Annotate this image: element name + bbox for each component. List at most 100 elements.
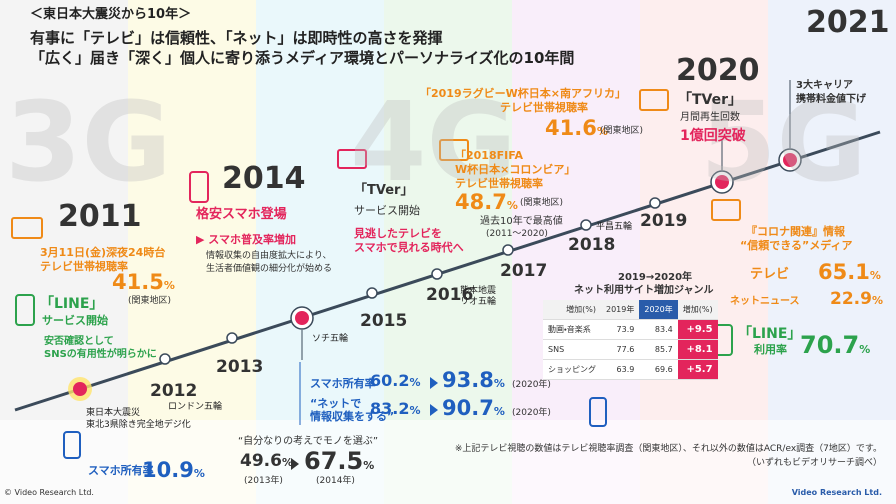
callout-line: W杯日本×コロンビア」 (455, 163, 576, 176)
value-group: 41.5% (112, 270, 175, 294)
header-cell: 2019年 (601, 300, 640, 320)
value-group: 49.6% (240, 451, 293, 472)
callout-line: 「2018FIFA (455, 149, 523, 162)
value: 70.7 (800, 331, 860, 359)
label: ネットニュース (730, 296, 800, 307)
kicker: ＜東日本大震災から10年＞ (30, 7, 192, 22)
callout-line: 情報収集の自由度拡大により、 (206, 251, 332, 261)
generation: 3G (5, 78, 172, 206)
value: 22.9 (830, 289, 872, 309)
year: 2019 (640, 211, 688, 231)
unit: % (281, 456, 293, 469)
event: 熊本地震 (460, 286, 497, 296)
value: 41.6 (545, 116, 597, 140)
callout-line: テレビ世帯視聴率 (40, 260, 128, 273)
cell: SNS (543, 339, 601, 360)
callout-line: サービス開始 (354, 204, 420, 217)
line-text: 安否確認として (44, 336, 114, 347)
callout-line: テレビ世帯視聴率 (500, 101, 588, 114)
unit: % (506, 199, 518, 212)
callout-title: “信頼できる”メディア (740, 239, 853, 252)
year: 2018 (568, 235, 616, 255)
note: (2020年) (512, 380, 551, 390)
label: 利用率 (754, 343, 787, 356)
event: 平昌五輪 (596, 222, 633, 232)
unit: % (869, 269, 881, 282)
value: 49.6 (240, 451, 282, 471)
unit: % (363, 459, 375, 472)
cell: +9.5 (677, 319, 718, 340)
callout-title: 「TVer」 (678, 92, 743, 108)
callout-line: 月間再生回数 (680, 112, 740, 123)
note: (関東地区) (520, 198, 564, 208)
line-title: 「LINE」 (738, 326, 802, 342)
event: 東日本大震災 (86, 408, 141, 418)
event: ソチ五輪 (312, 334, 349, 344)
callout-line: 3月11日(金)深夜24時台 (40, 246, 166, 259)
cell: 85.7 (639, 339, 678, 360)
table: 増加(%) 2019年 2020年 増加(%) 動画・音楽系 73.9 83.4 +9.5 … (543, 300, 718, 380)
footnote: （いずれもビデオリサーチ調べ） (746, 458, 882, 468)
value: 10.9 (142, 458, 194, 482)
note: (関東地区) (600, 126, 644, 136)
footnote: ※上記テレビ視聴の数値はテレビ視聴率調査（関東地区）、それ以外の数値はACR/e… (454, 444, 882, 454)
unit: % (493, 405, 505, 418)
callout-title: 「TVer」 (354, 183, 414, 198)
value: 60.2 (370, 371, 410, 390)
table-title: 2019→2020年 (618, 272, 693, 283)
cell: +8.1 (677, 339, 718, 360)
note: (2011～2020) (486, 229, 548, 239)
year: 2013 (216, 357, 264, 377)
event: ロンドン五輪 (168, 402, 223, 412)
callout-highlight: スマホで見れる時代へ (354, 241, 464, 254)
year: 2020 (676, 53, 760, 88)
callout-title: 格安スマホ登場 (196, 207, 287, 222)
cell: 63.9 (601, 359, 640, 380)
value-group: 41.6% (545, 116, 608, 140)
callout-line: テレビ世帯視聴率 (455, 177, 543, 190)
title-line: 有事に「テレビ」は信頼性、「ネット」は即時性の高さを発揮 (30, 29, 443, 47)
note: (関東地区) (128, 296, 172, 306)
value: 90.7 (442, 396, 494, 420)
value: 67.5 (304, 447, 364, 475)
note: (2014年) (316, 476, 355, 486)
copyright: © Video Research Ltd. (4, 488, 94, 497)
year: 2014 (222, 161, 306, 196)
value-group: 70.7% (800, 331, 870, 360)
year: 2016 (426, 285, 474, 305)
stat-label: スマホ所有率 (310, 377, 376, 390)
note: (2013年) (244, 476, 283, 486)
unit: % (493, 377, 505, 390)
generation: 4G (350, 78, 517, 206)
label: テレビ (750, 267, 790, 282)
stat-label: 情報収集をする” (310, 410, 395, 423)
value: 93.8 (442, 368, 494, 392)
stat-label: “ネットで (310, 397, 362, 410)
line-text: SNSの有用性が明らかに (44, 349, 157, 360)
year: 2011 (58, 199, 142, 234)
unit: % (409, 404, 421, 417)
table-header: 増加(%) 2019年 2020年 増加(%) (543, 300, 718, 320)
callout-line: 過去10年で最高値 (480, 216, 563, 227)
value: 41.5 (112, 270, 164, 294)
year: 2015 (360, 311, 408, 331)
value-group: 65.1% (818, 260, 881, 284)
value-group: 67.5% (304, 447, 375, 476)
callout-line: 生活者価値観の細分化が始める (206, 264, 333, 274)
generation: 5G (700, 78, 867, 206)
value-group: 10.9% (142, 458, 205, 482)
value: 65.1 (818, 260, 870, 284)
cell: 83.4 (639, 319, 678, 340)
year: 2017 (500, 261, 548, 281)
year: 2021 (806, 5, 890, 40)
unit: % (871, 294, 883, 307)
callout-highlight: 見逃したテレビを (354, 227, 442, 240)
year: 2012 (150, 381, 198, 401)
cell: 69.6 (639, 359, 678, 380)
callout-subtitle: ▶ スマホ普及率増加 (196, 233, 296, 246)
callout-line: 「2019ラグビーW杯日本×南アフリカ」 (420, 87, 626, 100)
value-group: 60.2% (370, 371, 421, 390)
value-group: 83.2% (370, 399, 421, 418)
